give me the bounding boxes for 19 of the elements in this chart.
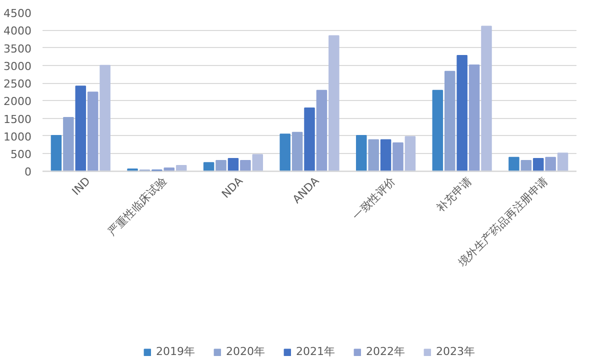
y-tick-label: 0 — [24, 166, 32, 179]
x-tick-label: 一致性评价 — [350, 174, 398, 223]
y-tick-label: 3000 — [4, 60, 32, 73]
legend-label: 2021年 — [296, 344, 335, 359]
y-tick-label: 1500 — [4, 112, 32, 126]
y-tick-label: 4000 — [4, 24, 32, 38]
legend-label: 2019年 — [156, 344, 195, 359]
y-tick-label: 3500 — [4, 42, 32, 56]
legend-label: 2023年 — [436, 344, 475, 359]
x-tick-label: 严重性临床试验 — [106, 174, 170, 238]
legend-label: 2020年 — [226, 344, 265, 359]
y-tick-label: 1000 — [4, 130, 32, 144]
y-tick-label: 2500 — [4, 78, 32, 91]
y-tick-label: 4500 — [4, 7, 32, 20]
y-tick-label: 2000 — [4, 95, 32, 108]
legend-label: 2022年 — [366, 344, 405, 359]
x-tick-label: IND — [70, 174, 93, 198]
y-tick-label: 500 — [10, 148, 32, 162]
x-tick-label: 补充申请 — [434, 174, 474, 215]
